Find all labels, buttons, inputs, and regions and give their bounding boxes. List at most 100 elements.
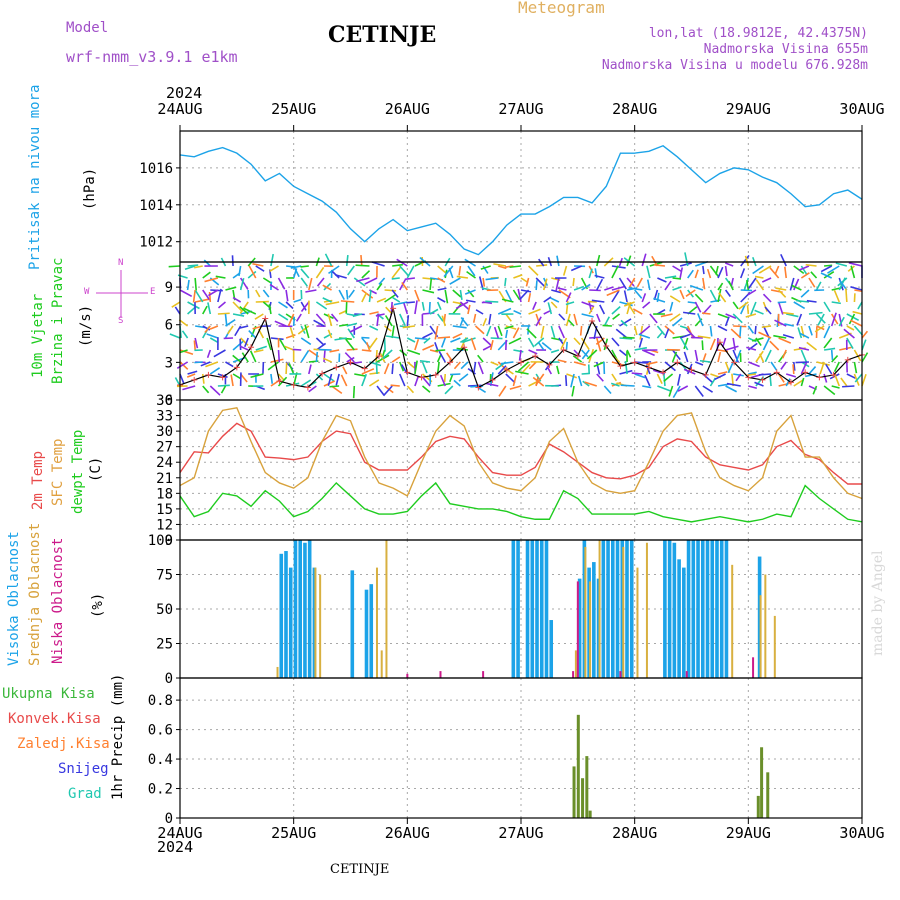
wind-barb xyxy=(764,306,772,315)
wind-barb xyxy=(838,313,843,327)
wind-barb xyxy=(624,360,628,375)
wind-barb xyxy=(748,361,760,368)
wind-barb xyxy=(728,280,734,291)
wind-barb xyxy=(455,301,469,310)
x-tick-label-bottom: 29AUG xyxy=(726,824,771,842)
wind-barb xyxy=(369,325,379,331)
wind-barb xyxy=(467,304,471,315)
cloud-low-bar xyxy=(439,671,442,678)
wind-barb xyxy=(852,310,863,315)
wind-gust-marker xyxy=(191,376,198,383)
wind-barb xyxy=(465,299,476,303)
wind-barb xyxy=(213,349,226,358)
wind-barb xyxy=(754,381,764,387)
wind-barb xyxy=(808,325,813,336)
wind-barb xyxy=(300,301,310,312)
wind-barb xyxy=(701,340,704,351)
wind-barb xyxy=(656,325,666,336)
wind-barb xyxy=(232,354,242,363)
pressure-unit: (hPa) xyxy=(82,167,98,210)
panel-frame xyxy=(179,399,863,541)
wind-barb xyxy=(334,337,347,341)
wind-barb xyxy=(595,361,601,375)
wind-barb xyxy=(209,325,219,330)
wind-barb xyxy=(789,277,795,291)
wind-barb xyxy=(820,265,833,273)
wind-barb xyxy=(690,336,703,339)
wind-barb xyxy=(187,370,198,375)
cloud-high-bar xyxy=(592,562,596,678)
wind-gust-marker xyxy=(418,374,425,381)
wind-barb xyxy=(595,337,605,345)
wind-barb xyxy=(361,270,371,279)
wind-barb xyxy=(414,376,419,387)
wind-barb xyxy=(414,360,418,375)
wind-barb xyxy=(810,271,818,279)
wind-barb xyxy=(846,373,856,379)
wind-barb xyxy=(634,346,648,351)
wind-barb xyxy=(232,301,243,312)
wind-barb xyxy=(717,351,722,363)
wind-barb xyxy=(861,374,867,387)
cloud-high-bar xyxy=(705,540,710,678)
wind-barb xyxy=(393,301,408,306)
pressure-line xyxy=(179,144,863,256)
wind-barb xyxy=(414,300,418,315)
meteogram-title: Meteogram xyxy=(518,0,605,17)
wind-barb xyxy=(443,265,454,278)
wind-barb xyxy=(202,325,211,331)
y-tick-label: 0.4 xyxy=(148,752,173,768)
wind-barb xyxy=(513,309,522,315)
wind-barb xyxy=(633,325,638,336)
cloud-mid-bar xyxy=(276,666,279,678)
wind-barb xyxy=(775,287,787,291)
wind-barb xyxy=(646,279,651,291)
wind-barb xyxy=(853,349,862,362)
wind-barb xyxy=(404,277,416,281)
wind-compass-w: W xyxy=(84,287,90,297)
wind-barb xyxy=(535,280,538,291)
wind-barb xyxy=(796,313,803,326)
wind-barb xyxy=(838,277,844,291)
x-tick-label-top: 29AUG xyxy=(726,100,771,118)
wind-barb xyxy=(612,313,620,320)
wind-barb xyxy=(297,325,310,335)
wind-barb xyxy=(798,346,810,351)
y-tick-label: 36 xyxy=(156,393,173,409)
wind-barb xyxy=(740,268,746,279)
wind-barb xyxy=(209,367,221,375)
wind-barb xyxy=(702,265,705,275)
wind-barb xyxy=(709,338,716,351)
wind-gust-marker xyxy=(375,353,382,360)
wind-barb xyxy=(717,313,729,319)
wind-barb xyxy=(542,278,548,291)
wind-barb xyxy=(176,361,188,370)
wind-barb xyxy=(754,275,764,279)
cloud-low-bar xyxy=(406,673,409,678)
wind-barb xyxy=(179,289,193,297)
wind-barb xyxy=(679,289,685,300)
wind-barb xyxy=(638,337,644,348)
wind-barb xyxy=(805,263,817,267)
wind-barb xyxy=(634,289,643,299)
cloud-high-bar xyxy=(298,540,303,678)
wind-barb xyxy=(308,385,317,393)
wind-barb xyxy=(761,325,772,329)
footer-station: CETINJE xyxy=(330,862,390,877)
wind-barb xyxy=(573,361,586,366)
wind-barb xyxy=(823,337,833,349)
wind-barb xyxy=(255,345,268,351)
wind-barb xyxy=(604,286,614,291)
wind-barb xyxy=(718,292,727,303)
wind-barb xyxy=(541,341,552,351)
cloud-mid-bar xyxy=(759,595,762,678)
wind-barb xyxy=(368,337,378,350)
wind-barb xyxy=(732,313,743,324)
wind-barb xyxy=(664,275,677,279)
wind-barb xyxy=(759,353,765,363)
wind-gust-marker xyxy=(745,374,752,381)
wind-barb xyxy=(423,337,431,344)
wind-label-1: 10m Vjetar xyxy=(30,293,46,378)
wind-barb xyxy=(740,254,750,267)
wind-barb xyxy=(831,301,841,305)
